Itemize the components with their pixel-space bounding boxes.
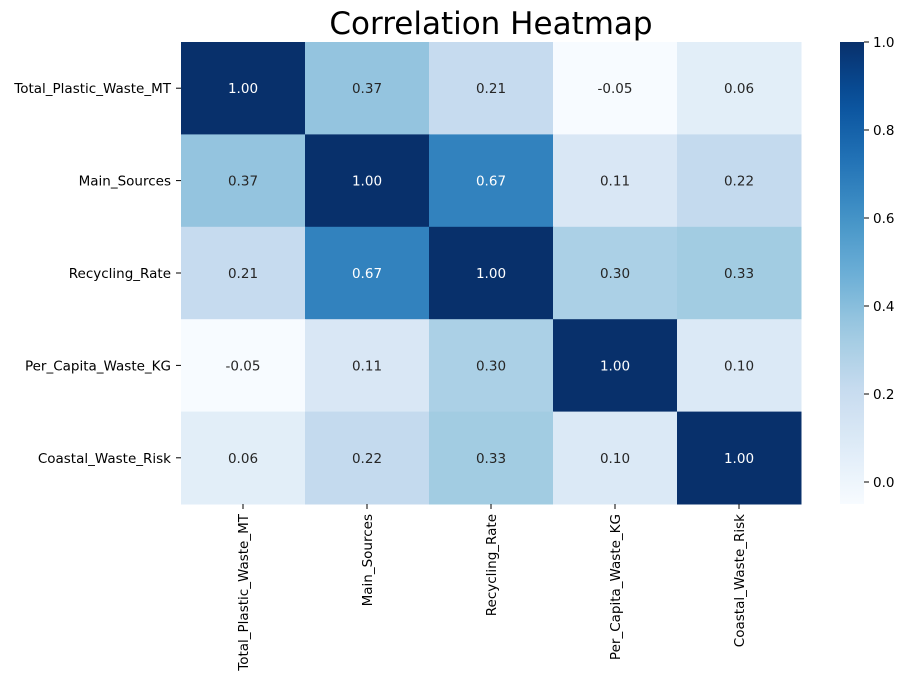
heatmap-cell — [677, 134, 802, 228]
cell-value-label: 0.11 — [600, 174, 630, 190]
cell-value-label: 0.06 — [228, 451, 258, 467]
heatmap-cell — [305, 411, 430, 505]
colorbar-tick-label: 0.4 — [873, 299, 894, 315]
cell-value-label: 0.30 — [476, 358, 506, 374]
cell-value-label: 1.00 — [476, 266, 506, 282]
x-tick-label: Main_Sources — [360, 514, 376, 606]
cell-value-label: 0.37 — [352, 81, 382, 97]
y-tick-label: Recycling_Rate — [69, 266, 171, 282]
colorbar-ticks: 0.0 0.2 0.4 0.6 0.8 1.0 — [864, 35, 894, 491]
heatmap-cell — [181, 134, 306, 228]
cell-value-label: -0.05 — [226, 358, 261, 374]
cell-value-label: 0.67 — [352, 266, 382, 282]
heatmap-cell — [305, 226, 430, 320]
heatmap-cell — [677, 411, 802, 505]
heatmap-cell — [429, 319, 554, 413]
cell-value-label: 0.21 — [228, 266, 258, 282]
y-tick-label: Total_Plastic_Waste_MT — [13, 81, 171, 97]
x-axis: Total_Plastic_Waste_MT Main_Sources Recycl… — [236, 504, 748, 672]
cell-value-label: 1.00 — [228, 81, 258, 97]
cell-value-label: 0.67 — [476, 174, 506, 190]
cell-value-label: 0.22 — [724, 174, 754, 190]
cell-value-label: 1.00 — [352, 174, 382, 190]
cell-value-label: 0.11 — [352, 358, 382, 374]
heatmap-cells: 1.00 0.37 0.21 -0.05 0.06 0.37 1.00 0.67 0.11 0.2… — [181, 42, 802, 505]
heatmap-cell — [677, 226, 802, 320]
y-axis: Total_Plastic_Waste_MT Main_Sources Recycl… — [13, 81, 181, 467]
heatmap-cell — [305, 134, 430, 228]
cell-value-label: 1.00 — [724, 451, 754, 467]
heatmap-cell — [429, 411, 554, 505]
y-tick-label: Coastal_Waste_Risk — [38, 451, 171, 467]
heatmap-cell — [181, 226, 306, 320]
chart-title: Correlation Heatmap — [329, 6, 652, 42]
colorbar-tick-label: 0.8 — [873, 123, 894, 139]
cell-value-label: -0.05 — [598, 81, 633, 97]
cell-value-label: 0.06 — [724, 81, 754, 97]
y-tick-label: Main_Sources — [79, 174, 171, 190]
heatmap-cell — [553, 134, 678, 228]
x-tick-label: Coastal_Waste_Risk — [732, 514, 748, 647]
cell-value-label: 0.30 — [600, 266, 630, 282]
heatmap-cell — [553, 319, 678, 413]
cell-value-label: 0.33 — [476, 451, 506, 467]
heatmap-cell — [429, 42, 554, 135]
heatmap-cell — [181, 411, 306, 505]
x-tick-label: Total_Plastic_Waste_MT — [236, 513, 252, 671]
heatmap-cell — [553, 411, 678, 505]
x-tick-label: Recycling_Rate — [484, 514, 500, 616]
cell-value-label: 0.22 — [352, 451, 382, 467]
heatmap-cell — [553, 42, 678, 135]
colorbar-gradient — [840, 42, 864, 504]
cell-value-label: 0.37 — [228, 174, 258, 190]
colorbar-tick-label: 0.2 — [873, 387, 894, 403]
heatmap-cell — [429, 226, 554, 320]
heatmap-cell — [677, 42, 802, 135]
cell-value-label: 0.10 — [724, 358, 754, 374]
heatmap-cell — [305, 42, 430, 135]
x-tick-label: Per_Capita_Waste_KG — [608, 514, 624, 660]
cell-value-label: 0.33 — [724, 266, 754, 282]
colorbar-tick-label: 0.0 — [873, 475, 894, 491]
colorbar: 0.0 0.2 0.4 0.6 0.8 1.0 — [840, 35, 894, 504]
cell-value-label: 0.10 — [600, 451, 630, 467]
heatmap-cell — [305, 319, 430, 413]
y-tick-label: Per_Capita_Waste_KG — [25, 358, 171, 374]
cell-value-label: 1.00 — [600, 358, 630, 374]
cell-value-label: 0.21 — [476, 81, 506, 97]
heatmap-cell — [553, 226, 678, 320]
heatmap-cell — [677, 319, 802, 413]
colorbar-tick-label: 1.0 — [873, 35, 894, 51]
colorbar-tick-label: 0.6 — [873, 211, 894, 227]
heatmap-cell — [181, 319, 306, 413]
heatmap-cell — [181, 42, 306, 135]
heatmap-cell — [429, 134, 554, 228]
